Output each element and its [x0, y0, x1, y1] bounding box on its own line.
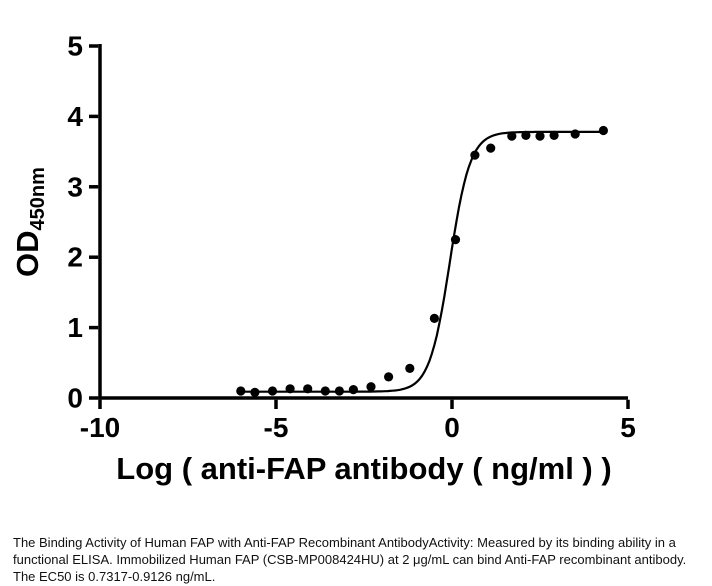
data-point [285, 384, 295, 394]
data-point [320, 386, 330, 396]
data-point [507, 131, 517, 141]
data-point [450, 235, 461, 245]
data-point [334, 386, 344, 396]
x-axis-title: Log ( anti-FAP antibody ( ng/ml ) ) [116, 451, 611, 486]
x-tick-label: -5 [264, 412, 289, 443]
data-point [570, 129, 580, 139]
x-tick-label: 0 [444, 412, 460, 443]
data-point [470, 150, 480, 160]
data-point [535, 131, 545, 141]
data-point [236, 386, 246, 396]
data-point [521, 130, 531, 140]
y-axis-title: OD450nm [10, 167, 49, 277]
data-point [549, 130, 559, 140]
data-point [429, 313, 439, 323]
data-point [598, 125, 609, 136]
data-point [405, 363, 415, 373]
y-tick-label: 0 [67, 383, 83, 414]
x-tick-label: 5 [620, 412, 636, 443]
elisa-binding-chart: -10 -5 0 5 0 1 2 3 4 5 Log ( anti-FAP antibody ( n… [10, 31, 636, 487]
data-point [267, 386, 278, 396]
y-tick-label: 4 [67, 101, 83, 132]
data-point [303, 384, 313, 394]
y-tick-label: 3 [67, 171, 83, 202]
data-point [250, 387, 260, 397]
data-point [384, 372, 394, 382]
data-point [366, 382, 376, 392]
figure-caption: The Binding Activity of Human FAP with A… [13, 535, 687, 584]
data-point [348, 385, 358, 395]
y-tick-label: 2 [67, 242, 83, 273]
fit-curve [237, 130, 605, 393]
data-point [486, 143, 496, 153]
y-tick-label: 5 [67, 31, 83, 62]
y-tick-label: 1 [67, 312, 83, 343]
x-tick-label: -10 [80, 412, 120, 443]
